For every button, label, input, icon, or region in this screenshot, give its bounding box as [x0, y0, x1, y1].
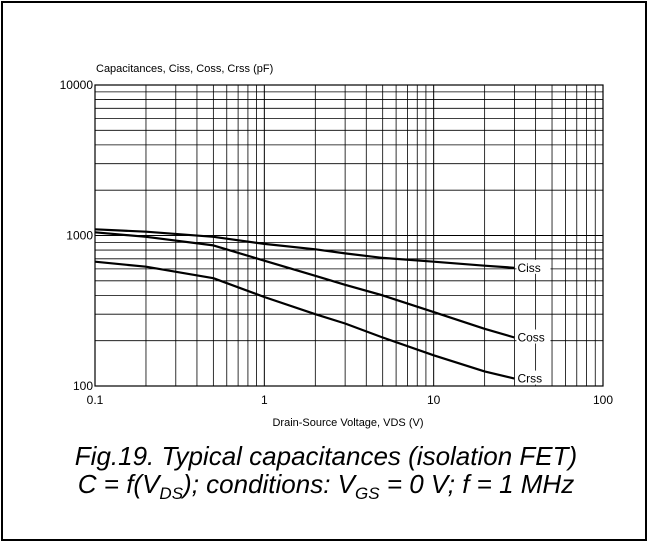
x-axis-label: Drain-Source Voltage, VDS (V) [272, 417, 423, 429]
caption-text: = 0 V; f = 1 MHz [379, 469, 575, 499]
series-labels: Ciss Coss Crss [516, 259, 551, 386]
caption-subscript: GS [355, 484, 380, 503]
series-lines [94, 228, 515, 380]
y-axis-label: Capacitances, Ciss, Coss, Crss (pF) [96, 63, 273, 75]
series-label-crss: Crss [517, 372, 542, 386]
caption-text: ); conditions: V [183, 469, 356, 499]
plot-area-border [94, 84, 604, 387]
tick-labels: 0.1 1 10 100 10000 1000 100 [60, 78, 614, 407]
plot-border [94, 84, 604, 387]
caption-text: C = f(V [77, 469, 160, 499]
x-tick-label: 1 [261, 393, 268, 407]
series-label-coss: Coss [517, 331, 544, 345]
figure-caption-line2: C = f(VDS); conditions: VGS = 0 V; f = 1… [0, 469, 652, 503]
figure-caption-line1: Fig.19. Typical capacitances (isolation … [74, 441, 578, 471]
y-tick-label: 10000 [60, 78, 94, 92]
y-tick-label: 100 [73, 379, 93, 393]
series-line-crss [94, 260, 515, 380]
x-tick-label: 0.1 [87, 393, 104, 407]
series-line-ciss [94, 228, 515, 269]
y-tick-label: 1000 [66, 229, 93, 243]
caption-subscript: DS [159, 484, 184, 503]
series-label-bg [516, 329, 551, 344]
series-label-bg [516, 259, 551, 274]
series-label-bg [516, 370, 551, 385]
x-tick-label: 100 [593, 393, 613, 407]
series-label-ciss: Ciss [517, 261, 540, 275]
capacitance-chart: Ciss Coss Crss 0.1 1 10 100 10000 1000 100 Capac… [60, 63, 614, 429]
series-line-coss [94, 231, 515, 339]
x-tick-label: 10 [427, 393, 441, 407]
